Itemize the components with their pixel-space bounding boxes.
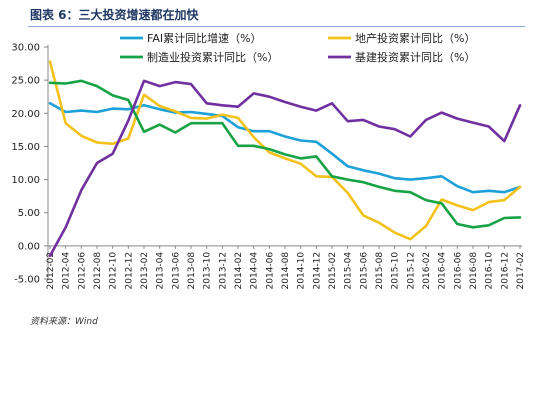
chart-title: 图表 6：三大投资增速都在加快 [30,8,199,22]
x-tick-label: 2012-12 [124,252,134,290]
x-tick-label: 2013-10 [203,252,213,290]
x-tick-label: 2014-02 [234,252,244,290]
y-tick-label: 20.00 [11,109,40,120]
x-tick-label: 2014-06 [265,252,275,290]
x-tick-label: 2016-04 [438,252,448,290]
y-tick-label: 10.00 [11,175,40,186]
y-tick-label: 25.00 [11,76,40,87]
x-tick-label: 2012-06 [77,252,87,290]
legend-label: FAI累计同比增速（%） [147,31,262,45]
source-note: 资料来源：Wind [30,317,98,327]
line-chart: -5.00 0.00 5.00 10.00 15.00 20.00 25.00 30.00 20… [11,31,526,290]
x-tick-label: 2014-10 [297,252,307,290]
x-tick-label: 2015-10 [391,252,401,290]
y-tick-label: -5.00 [14,275,40,286]
legend-label: 基建投资累计同比（%） [355,50,475,64]
x-tick-label: 2013-04 [156,252,166,290]
x-tick-label: 2012-02 [46,252,56,290]
title-divider [28,26,525,27]
series-line-4 [48,79,522,258]
x-tick-label: 2016-08 [469,252,479,290]
legend-label: 地产投资累计同比（%） [355,31,475,45]
x-tick-label: 2015-02 [328,252,338,290]
x-tick-label: 2015-04 [344,252,354,290]
x-tick-label: 2013-06 [171,252,181,290]
x-tick-label: 2016-10 [485,252,495,290]
x-tick-label: 2014-12 [312,252,322,290]
x-tick-label: 2016-02 [422,252,432,290]
x-tick-label: 2012-08 [93,252,103,290]
x-tick-label: 2014-08 [281,252,291,290]
series-line-2 [48,60,522,241]
y-tick-label: 30.00 [11,43,40,54]
x-tick-label: 2013-08 [187,252,197,290]
x-tick-label: 2016-12 [500,252,510,290]
y-tick-label: 15.00 [11,142,40,153]
x-tick-label: 2013-12 [218,252,228,290]
series-line-3 [48,79,522,229]
x-tick-label: 2014-04 [250,252,260,290]
x-tick-label: 2015-06 [359,252,369,290]
x-tick-label: 2015-12 [406,252,416,290]
series-line-1 [48,102,522,194]
x-tick-label: 2012-04 [62,252,72,290]
x-tick-label: 2017-02 [516,252,526,290]
x-tick-label: 2013-02 [140,252,150,290]
x-tick-label: 2015-08 [375,252,385,290]
y-tick-label: 5.00 [18,208,40,219]
x-tick-label: 2012-10 [109,252,119,290]
y-tick-label: 0.00 [18,241,40,252]
x-tick-label: 2016-06 [453,252,463,290]
legend-label: 制造业投资累计同比（%） [147,50,278,64]
